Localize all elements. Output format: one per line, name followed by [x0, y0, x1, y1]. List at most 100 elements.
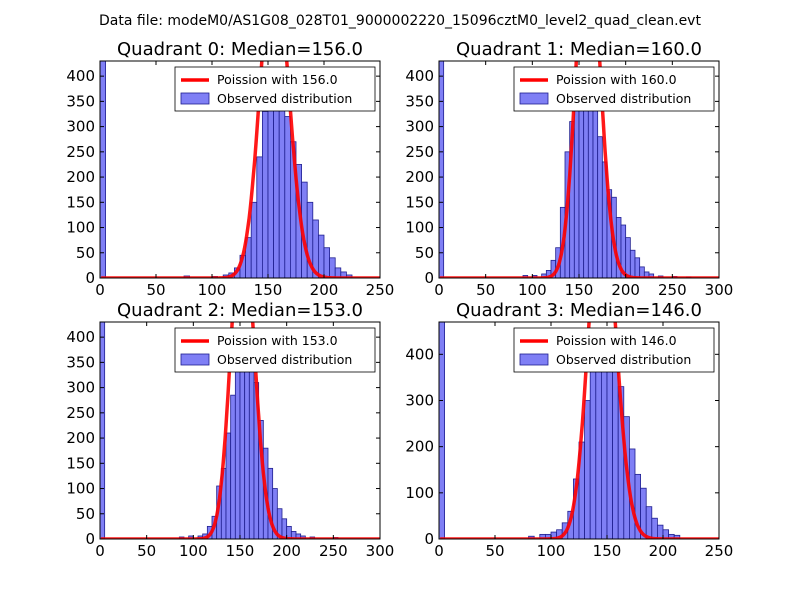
- y-tick-label: 400: [405, 345, 434, 363]
- quadrant-1-panel: 0 50 100 150 200 250 300 0 50 100 150 200 250 300 350 4…: [405, 39, 734, 299]
- legend-label-poisson: Poission with 153.0: [217, 333, 338, 348]
- histogram-bar: [439, 61, 445, 278]
- legend-bar-swatch: [519, 92, 549, 105]
- x-tick-label: 100: [198, 281, 227, 299]
- y-tick-label: 0: [85, 530, 95, 548]
- x-tick-label: 200: [272, 542, 301, 560]
- histogram-bar: [651, 517, 658, 539]
- histogram-bar: [673, 534, 681, 539]
- panel-title: Quadrant 3: Median=146.0: [456, 300, 702, 321]
- y-tick-label: 250: [405, 143, 434, 161]
- histogram-bar: [657, 524, 664, 539]
- y-tick-label: 300: [66, 379, 95, 397]
- y-tick-label: 50: [76, 244, 95, 262]
- panel-title: Quadrant 1: Median=160.0: [456, 39, 702, 60]
- histogram-bar: [225, 432, 232, 539]
- y-tick-label: 100: [66, 219, 95, 237]
- histogram-bar: [648, 273, 655, 278]
- y-tick-label: 350: [66, 92, 95, 110]
- histogram-bar: [595, 349, 602, 539]
- x-tick-label: 0: [95, 281, 105, 299]
- histogram-bar: [645, 506, 653, 539]
- legend: Poission with 160.0 Observed distribution: [513, 66, 715, 112]
- legend-label-poisson: Poission with 160.0: [556, 72, 677, 87]
- y-tick-label: 150: [66, 193, 95, 211]
- panels-group: 0 50 100 150 200 250 0 50 100 150 200 250 300 350 400 Q…: [66, 39, 734, 560]
- x-tick-label: 150: [226, 542, 255, 560]
- legend-bar-swatch: [519, 353, 549, 366]
- legend-label-poisson: Poission with 146.0: [556, 333, 677, 348]
- x-tick-label: 200: [310, 281, 339, 299]
- figure-title: Data file: modeM0/AS1G08_028T01_90000022…: [99, 13, 701, 29]
- y-tick-label: 200: [405, 168, 434, 186]
- y-tick-label: 400: [405, 67, 434, 85]
- x-tick-label: 50: [146, 281, 165, 299]
- plot-area: [439, 322, 719, 539]
- histogram-bar: [592, 100, 599, 278]
- y-tick-label: 150: [405, 193, 434, 211]
- histogram-bar: [317, 234, 325, 278]
- histogram-bar: [589, 367, 597, 539]
- histogram-bar: [234, 346, 241, 539]
- histogram-bar: [100, 322, 106, 539]
- x-tick-label: 0: [434, 542, 444, 560]
- histogram-bar: [439, 322, 445, 539]
- histogram-bar: [281, 518, 288, 539]
- y-tick-label: 100: [66, 480, 95, 498]
- x-tick-label: 150: [565, 281, 594, 299]
- quadrant-2-panel: 0 50 100 150 200 250 300 0 50 100 150 200 250 300 350 4…: [66, 300, 395, 560]
- y-tick-label: 300: [405, 118, 434, 136]
- histogram-bar: [248, 354, 255, 539]
- histogram-bar: [100, 61, 106, 278]
- x-tick-label: 250: [366, 281, 395, 299]
- y-tick-label: 400: [66, 67, 95, 85]
- histogram-bar: [573, 100, 580, 278]
- histogram-bar: [634, 257, 641, 278]
- poisson-curve: [439, 322, 719, 539]
- x-tick-label: 100: [179, 542, 208, 560]
- panel-title: Quadrant 2: Median=153.0: [117, 300, 363, 321]
- legend-bar-swatch: [180, 353, 210, 366]
- x-tick-label: 200: [611, 281, 640, 299]
- y-tick-label: 0: [85, 269, 95, 287]
- y-tick-label: 250: [66, 404, 95, 422]
- x-tick-label: 250: [705, 542, 734, 560]
- histogram-bar: [625, 237, 631, 278]
- quadrant-0-panel: 0 50 100 150 200 250 0 50 100 150 200 250 300 350 400 Q…: [66, 39, 395, 299]
- histogram-bar: [230, 394, 236, 539]
- quadrant-3-panel: 0 50 100 150 200 250 0 100 200 300 400 Quadrant 3: …: [405, 300, 734, 560]
- histogram-bar: [629, 249, 636, 278]
- y-tick-label: 400: [66, 328, 95, 346]
- y-tick-label: 100: [405, 219, 434, 237]
- y-tick-label: 300: [66, 118, 95, 136]
- x-tick-label: 300: [705, 281, 734, 299]
- x-tick-label: 0: [434, 281, 444, 299]
- x-tick-label: 100: [537, 542, 566, 560]
- legend: Poission with 146.0 Observed distribution: [513, 327, 715, 373]
- legend-bar-swatch: [180, 92, 210, 105]
- x-tick-label: 250: [319, 542, 348, 560]
- x-tick-label: 250: [658, 281, 687, 299]
- y-tick-label: 50: [415, 244, 434, 262]
- y-tick-label: 200: [66, 168, 95, 186]
- x-tick-label: 150: [593, 542, 622, 560]
- histogram-bar: [323, 247, 330, 278]
- legend-label-observed: Observed distribution: [217, 91, 352, 106]
- legend: Poission with 153.0 Observed distribution: [174, 327, 376, 373]
- x-tick-label: 200: [649, 542, 678, 560]
- y-tick-label: 250: [66, 143, 95, 161]
- legend-label-observed: Observed distribution: [217, 352, 352, 367]
- y-tick-label: 0: [424, 530, 434, 548]
- axes-frame: [99, 60, 381, 279]
- x-tick-label: 300: [366, 542, 395, 560]
- x-tick-label: 0: [95, 542, 105, 560]
- y-tick-label: 300: [405, 391, 434, 409]
- plot-area: [100, 322, 380, 539]
- x-tick-label: 150: [254, 281, 283, 299]
- histogram-bar: [261, 111, 269, 278]
- panel-title: Quadrant 0: Median=156.0: [117, 39, 363, 60]
- y-tick-label: 100: [405, 484, 434, 502]
- y-tick-label: 350: [405, 92, 434, 110]
- legend: Poission with 156.0 Observed distribution: [174, 66, 376, 112]
